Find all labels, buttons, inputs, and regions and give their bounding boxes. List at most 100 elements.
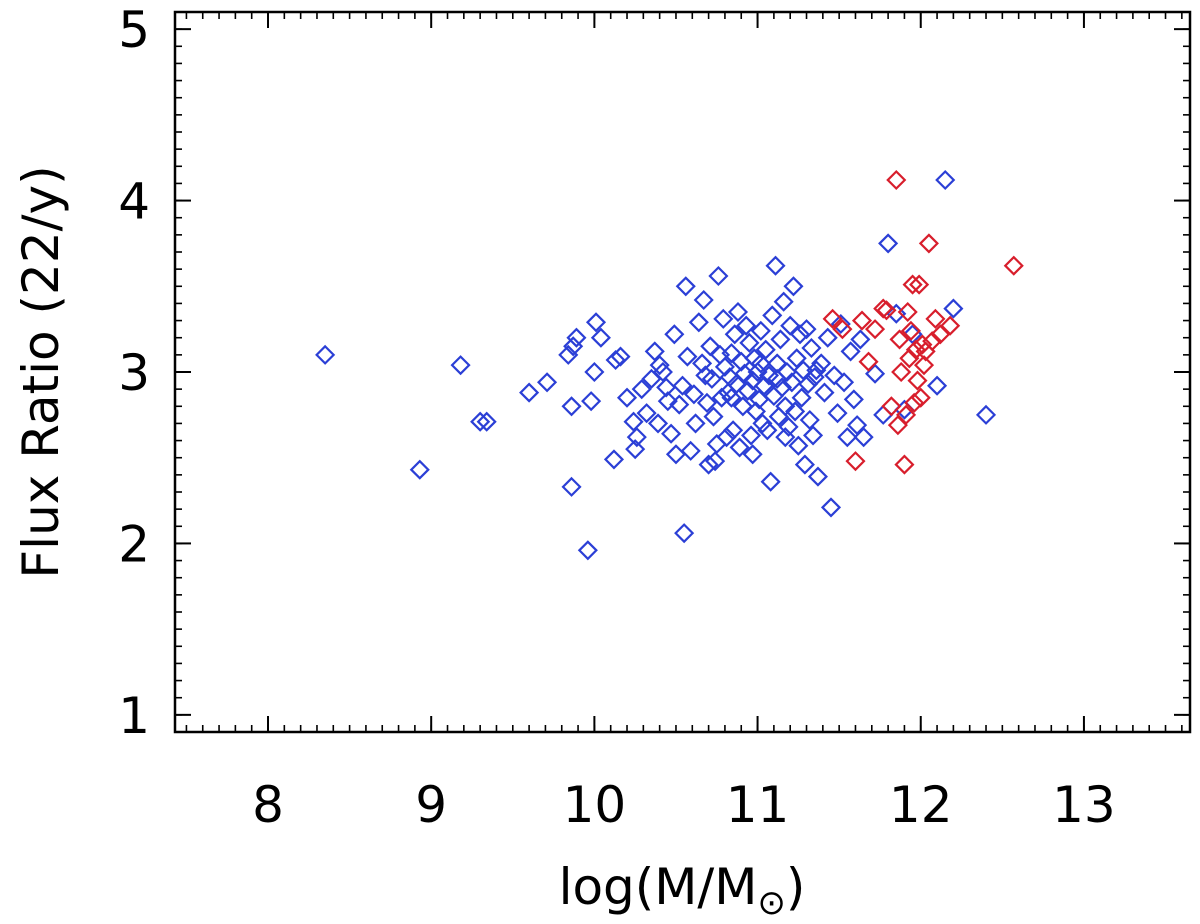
data-point	[631, 379, 652, 400]
y-tick-label: 1	[118, 687, 150, 745]
data-point	[636, 403, 657, 424]
data-point	[881, 396, 902, 417]
data-point	[832, 319, 853, 340]
data-point	[674, 523, 695, 544]
data-points	[315, 169, 1024, 561]
data-point	[793, 360, 814, 381]
data-point	[610, 346, 631, 367]
x-tick-label: 9	[415, 776, 447, 834]
data-point	[585, 312, 607, 333]
data-point	[853, 427, 874, 448]
data-point	[794, 454, 815, 475]
data-point	[675, 276, 696, 297]
data-point	[742, 444, 763, 465]
x-tick-labels: 8 9 10 11 12 13	[252, 776, 1116, 834]
data-point	[698, 454, 719, 475]
data-point	[656, 377, 677, 398]
data-point	[918, 233, 939, 254]
data-point	[907, 370, 928, 391]
data-point	[886, 169, 907, 191]
data-point	[626, 427, 647, 448]
data-point	[943, 298, 964, 319]
data-point	[775, 396, 796, 417]
data-point	[476, 411, 497, 432]
data-point	[739, 332, 760, 353]
data-point	[940, 315, 961, 336]
data-point	[909, 274, 930, 295]
data-point	[830, 313, 851, 335]
data-point	[807, 466, 828, 487]
data-point	[778, 416, 799, 437]
data-point	[714, 356, 735, 377]
data-point	[894, 454, 915, 475]
data-point	[713, 308, 734, 329]
data-point	[824, 365, 845, 386]
data-point	[590, 327, 611, 348]
x-tick-label: 13	[1052, 776, 1116, 834]
data-point	[566, 327, 587, 348]
data-point	[736, 315, 757, 336]
x-axis-title-close: )	[786, 858, 806, 916]
data-point	[897, 301, 918, 323]
data-point	[785, 401, 806, 422]
data-point	[850, 329, 871, 350]
data-point	[827, 403, 848, 424]
y-tick-labels: 1 2 3 4 5	[118, 1, 150, 745]
data-point	[783, 276, 804, 297]
data-point	[623, 411, 644, 432]
data-point	[876, 300, 897, 321]
data-point	[927, 375, 948, 396]
data-point	[771, 377, 793, 398]
data-point	[1003, 255, 1024, 276]
data-point	[820, 497, 842, 518]
data-point	[669, 394, 690, 415]
x-axis-title: log(M/M⊙)	[559, 858, 806, 923]
data-point	[770, 329, 791, 350]
x-axis-title-main: log(M/M	[559, 858, 758, 916]
data-point	[845, 451, 866, 472]
data-point	[664, 324, 685, 345]
data-point	[584, 361, 605, 383]
data-point	[581, 391, 602, 412]
data-point	[762, 305, 783, 326]
data-point	[814, 382, 835, 403]
data-point	[616, 387, 638, 408]
data-point	[837, 427, 858, 448]
data-point	[695, 365, 716, 386]
series-blue	[315, 169, 997, 561]
data-point	[696, 392, 718, 413]
data-point	[851, 310, 873, 331]
data-point	[912, 334, 933, 355]
data-point	[799, 409, 820, 431]
data-point	[913, 355, 935, 376]
y-tick-label: 2	[118, 515, 150, 573]
data-point	[776, 361, 797, 383]
data-point	[692, 353, 713, 374]
data-point	[760, 471, 781, 492]
data-point	[843, 389, 864, 410]
data-point	[724, 324, 745, 345]
data-point	[755, 339, 776, 360]
data-point	[899, 348, 920, 369]
data-point	[657, 391, 678, 412]
data-point	[577, 540, 598, 561]
data-point	[625, 439, 646, 460]
data-point	[701, 368, 722, 389]
data-point	[680, 440, 701, 461]
x-tick-label: 10	[563, 776, 627, 834]
y-tick-label: 5	[118, 1, 150, 59]
data-point	[833, 372, 855, 393]
data-point	[647, 413, 669, 434]
data-point	[605, 349, 626, 371]
data-point	[677, 346, 698, 367]
data-point	[693, 289, 714, 311]
data-point	[858, 351, 879, 372]
y-tick-label: 4	[118, 173, 150, 231]
data-point	[705, 451, 726, 472]
data-point	[767, 368, 788, 389]
data-point	[703, 406, 724, 427]
data-point	[652, 361, 673, 383]
data-point	[788, 435, 809, 456]
data-point	[688, 312, 709, 333]
data-point	[902, 274, 923, 295]
